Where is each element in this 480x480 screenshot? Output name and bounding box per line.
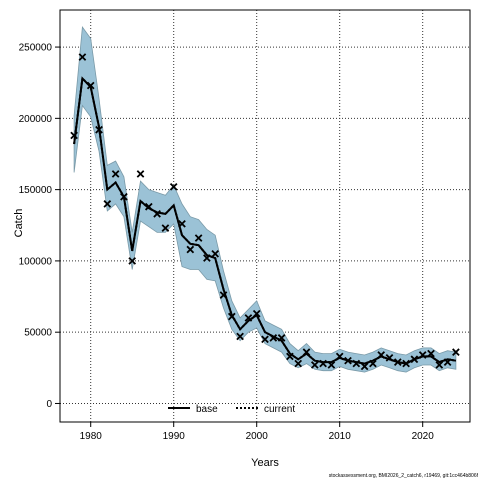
observed-point-marker bbox=[277, 334, 286, 342]
observed-point-marker bbox=[427, 349, 435, 358]
observed-point-marker bbox=[435, 361, 444, 369]
observed-point-marker bbox=[402, 359, 410, 368]
observed-point-marker bbox=[252, 309, 261, 318]
observed-point-marker bbox=[244, 314, 253, 322]
observed-point-marker bbox=[327, 361, 336, 369]
observed-point-marker bbox=[153, 210, 161, 218]
plot-frame bbox=[59, 9, 471, 423]
observed-point-marker bbox=[269, 334, 278, 342]
observed-point-marker bbox=[194, 234, 203, 242]
observed-point-marker bbox=[144, 202, 153, 211]
observed-point-marker bbox=[178, 220, 186, 228]
x-tick-label: 1980 bbox=[80, 431, 103, 442]
observed-point-marker bbox=[136, 170, 145, 178]
observed-point-marker bbox=[236, 332, 244, 341]
y-tick-label: 150000 bbox=[19, 185, 53, 196]
observed-point-marker bbox=[344, 356, 352, 365]
observed-point-marker bbox=[452, 348, 460, 356]
y-tick-label: 0 bbox=[46, 399, 52, 410]
observed-point-marker bbox=[410, 355, 419, 364]
observed-point-marker bbox=[310, 361, 319, 369]
footer-text: stockassessment.org, BMI2026_2_catch6, r… bbox=[329, 473, 479, 479]
observed-point-marker bbox=[352, 359, 361, 368]
observed-point-marker bbox=[385, 354, 394, 362]
observed-point-marker bbox=[128, 257, 137, 265]
y-tick-label: 250000 bbox=[19, 43, 53, 54]
observed-point-marker bbox=[70, 131, 78, 140]
observed-points bbox=[70, 53, 460, 371]
observed-point-marker bbox=[302, 348, 311, 356]
observed-point-marker bbox=[335, 352, 344, 361]
observed-point-marker bbox=[369, 359, 377, 368]
x-tick-label: 2010 bbox=[329, 431, 352, 442]
observed-point-marker bbox=[443, 358, 452, 366]
observed-point-marker bbox=[393, 358, 402, 366]
x-tick-label: 2000 bbox=[246, 431, 269, 442]
observed-point-marker bbox=[111, 170, 120, 178]
observed-point-marker bbox=[78, 53, 87, 61]
confidence-band bbox=[73, 26, 457, 373]
observed-point-marker bbox=[203, 254, 211, 262]
x-axis-title: Years bbox=[251, 457, 279, 469]
y-tick-label: 200000 bbox=[19, 114, 53, 125]
observed-point-marker bbox=[103, 200, 112, 208]
observed-point-marker bbox=[219, 291, 228, 299]
observed-point-marker bbox=[186, 245, 195, 254]
observed-point-marker bbox=[227, 312, 236, 321]
observed-point-marker bbox=[161, 224, 170, 232]
observed-point-marker bbox=[319, 359, 327, 368]
observed-point-marker bbox=[294, 359, 303, 368]
legend-label-base: base bbox=[196, 404, 218, 415]
observed-point-marker bbox=[377, 351, 386, 359]
x-tick-label: 1990 bbox=[163, 431, 186, 442]
observed-point-marker bbox=[261, 335, 269, 344]
y-tick-label: 50000 bbox=[24, 328, 52, 339]
observed-point-marker bbox=[211, 249, 220, 258]
x-axis: 1980 1990 2000 2010 2020 bbox=[80, 422, 435, 442]
observed-point-marker bbox=[360, 362, 369, 371]
observed-point-marker bbox=[95, 125, 103, 134]
y-axis-title: Catch bbox=[13, 209, 25, 238]
observed-point-marker bbox=[286, 352, 294, 361]
y-axis: 0 50000 100000 150000 200000 250000 bbox=[19, 43, 60, 410]
confidence-band-area bbox=[73, 26, 457, 373]
legend: base current bbox=[168, 404, 295, 415]
x-tick-label: 2020 bbox=[412, 431, 435, 442]
y-tick-label: 100000 bbox=[19, 256, 53, 267]
observed-point-marker bbox=[120, 192, 128, 201]
observed-point-marker bbox=[418, 351, 427, 359]
observed-point-marker bbox=[86, 81, 95, 90]
legend-label-current: current bbox=[264, 404, 295, 415]
observed-point-marker bbox=[169, 182, 178, 191]
